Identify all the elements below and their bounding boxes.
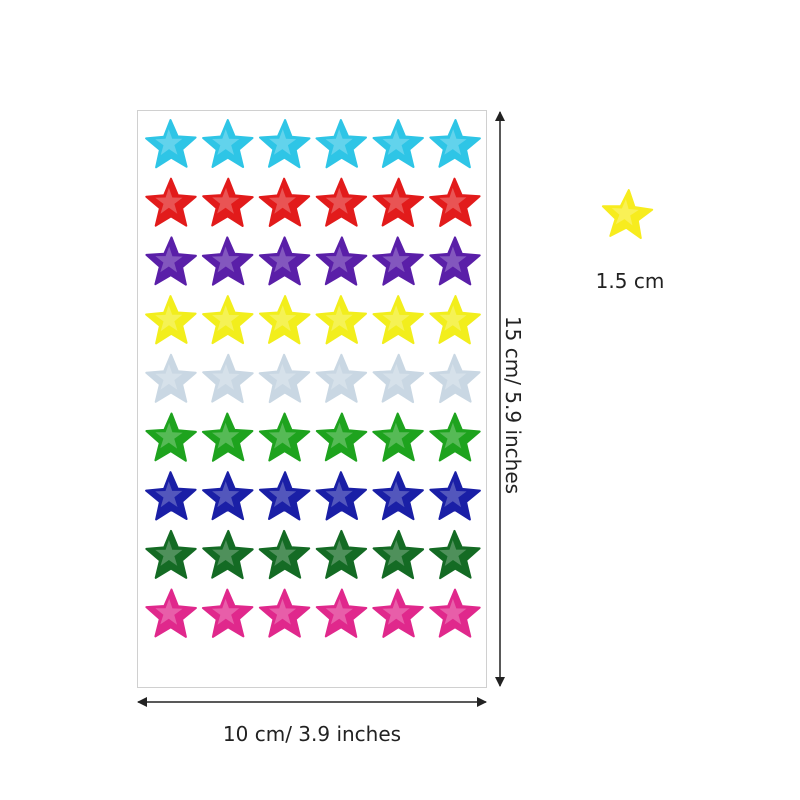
star-sticker-red (315, 177, 368, 227)
star-sticker-cyan (202, 119, 254, 168)
star-sticker-silver (315, 353, 368, 403)
star-sticker-cyan (315, 119, 367, 169)
star-sticker-yellow (145, 295, 197, 345)
star-sticker-red (372, 177, 425, 227)
star-sticker-green (201, 412, 254, 462)
star-sticker-cyan (429, 119, 481, 169)
star-sticker-green (145, 412, 197, 462)
star-sticker-blue (315, 471, 367, 521)
star-sticker-pink (201, 588, 254, 638)
star-sticker-red (202, 177, 254, 227)
sticker-sheet (137, 110, 487, 688)
star-sticker-yellow (429, 295, 481, 345)
sample-star-sticker (601, 189, 654, 239)
star-stickers-grid (145, 119, 481, 638)
star-sticker-silver (202, 353, 254, 404)
star-sticker-blue (372, 471, 424, 521)
star-sticker-yellow (259, 295, 311, 345)
star-sticker-silver (429, 353, 481, 404)
star-sticker-green (315, 412, 368, 462)
star-sticker-dark-green (258, 529, 311, 580)
star-sticker-pink (315, 588, 368, 638)
star-sticker-dark-green (202, 529, 254, 580)
star-sticker-blue (145, 471, 197, 521)
star-sticker-green (372, 412, 424, 462)
star-sticker-green (258, 412, 311, 462)
star-sticker-purple (258, 236, 311, 286)
star-sticker-silver (258, 353, 311, 404)
star-sticker-purple (429, 236, 481, 286)
sample-size-label: 1.5 cm (595, 269, 665, 293)
star-sticker-yellow (315, 295, 367, 345)
star-sticker-red (258, 177, 311, 227)
star-sticker-cyan (145, 119, 197, 169)
star-sticker-cyan (372, 119, 424, 168)
star-sticker-pink (372, 588, 424, 638)
star-sticker-green (429, 412, 481, 462)
star-sticker-cyan (259, 119, 311, 169)
star-sticker-pink (429, 588, 481, 638)
star-sticker-purple (315, 236, 368, 286)
width-dimension-label: 10 cm/ 3.9 inches (222, 722, 402, 746)
star-sticker-dark-green (429, 529, 481, 580)
star-sticker-silver (145, 353, 197, 403)
star-sticker-red (145, 177, 197, 227)
star-sticker-yellow (202, 295, 254, 345)
star-sticker-purple (145, 236, 197, 286)
star-sticker-dark-green (315, 529, 368, 579)
height-dimension-label: 15 cm/ 5.9 inches (501, 315, 525, 495)
star-sticker-blue (259, 471, 311, 521)
star-sticker-purple (372, 236, 424, 286)
star-sticker-dark-green (145, 529, 197, 579)
star-sticker-blue (429, 471, 481, 521)
star-sticker-pink (145, 588, 197, 638)
star-sticker-blue (202, 471, 254, 521)
star-sticker-silver (372, 353, 425, 404)
star-sticker-dark-green (372, 529, 425, 580)
star-sticker-pink (258, 588, 311, 638)
star-sticker-yellow (372, 295, 424, 345)
sample-star-icon (601, 189, 654, 239)
star-sticker-red (429, 177, 481, 227)
star-sticker-purple (201, 236, 254, 286)
